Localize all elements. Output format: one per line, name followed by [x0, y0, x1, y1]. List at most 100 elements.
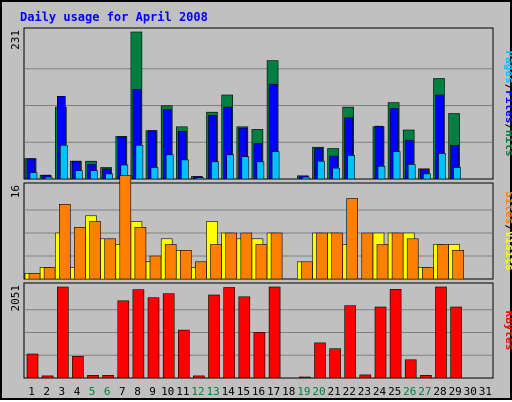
bar-sites-day-24: [376, 244, 389, 280]
bar-kbytes-day-9: [147, 297, 160, 379]
bar-kbytes-day-17: [268, 286, 281, 379]
bar-sites-day-11: [180, 250, 192, 280]
day-label-31: 31: [479, 385, 492, 398]
bar-sites-day-9: [149, 255, 162, 280]
bar-sites-day-20: [316, 232, 328, 280]
bar-kbytes-day-16: [253, 331, 266, 379]
series-legend-middle: Sites/Visits: [503, 191, 512, 271]
day-label-4: 4: [74, 385, 81, 398]
bar-pages-day-28: [438, 153, 446, 180]
bar-kbytes-day-4: [72, 355, 84, 379]
bar-kbytes-day-24: [374, 306, 387, 379]
day-label-7: 7: [119, 385, 126, 398]
bar-kbytes-day-12: [193, 375, 205, 379]
bar-pages-day-6: [105, 173, 113, 180]
bar-pages-day-11: [181, 159, 189, 180]
bar-sites-day-1: [28, 272, 41, 280]
bar-kbytes-day-15: [238, 296, 251, 379]
bar-kbytes-day-11: [178, 329, 190, 379]
bar-kbytes-day-26: [404, 359, 417, 379]
bar-pages-day-10: [165, 154, 174, 180]
panel-visits-sites: 16: [9, 175, 494, 280]
bar-pages-day-3: [59, 145, 68, 180]
bar-sites-day-22: [346, 198, 359, 280]
bar-pages-day-27: [423, 173, 431, 180]
day-label-17: 17: [267, 385, 280, 398]
day-label-28: 28: [433, 385, 446, 398]
day-label-27: 27: [418, 385, 431, 398]
day-label-13: 13: [206, 385, 219, 398]
bar-sites-day-16: [255, 244, 268, 280]
bar-sites-day-6: [104, 238, 116, 280]
series-legend-top: Pages/Files/Hits: [503, 51, 512, 157]
bar-sites-day-27: [422, 267, 434, 280]
bar-pages-day-15: [241, 156, 250, 180]
day-label-29: 29: [449, 385, 462, 398]
axis-max-label: 2051: [9, 285, 22, 312]
day-label-26: 26: [403, 385, 416, 398]
bar-pages-day-8: [135, 145, 144, 180]
bar-kbytes-day-6: [102, 374, 114, 379]
bar-pages-day-19: [301, 176, 310, 180]
legend-separator: /: [503, 123, 512, 130]
day-label-1: 1: [28, 385, 35, 398]
axis-max-label: 16: [9, 185, 22, 198]
bar-pages-day-13: [211, 161, 219, 180]
day-label-15: 15: [237, 385, 250, 398]
bar-kbytes-day-2: [41, 375, 54, 379]
day-label-20: 20: [312, 385, 325, 398]
bar-kbytes-day-5: [87, 374, 99, 379]
day-label-30: 30: [464, 385, 477, 398]
day-label-3: 3: [58, 385, 65, 398]
bar-sites-day-13: [210, 244, 222, 280]
bar-kbytes-day-28: [435, 286, 447, 379]
day-label-16: 16: [252, 385, 265, 398]
day-label-19: 19: [297, 385, 310, 398]
bar-sites-day-26: [406, 238, 419, 280]
legend-kbytes: KBytes: [503, 311, 512, 351]
bar-kbytes-day-20: [314, 342, 326, 379]
bar-sites-day-15: [240, 232, 253, 280]
bar-pages-day-1: [29, 172, 38, 180]
bar-pages-day-22: [347, 155, 356, 180]
legend-pages: Pages: [503, 51, 512, 84]
day-label-14: 14: [222, 385, 236, 398]
bar-sites-day-14: [225, 232, 237, 280]
bar-sites-day-10: [164, 244, 177, 280]
chart-title: Daily usage for April 2008: [20, 10, 208, 24]
day-label-5: 5: [89, 385, 96, 398]
bar-pages-day-12: [196, 177, 204, 180]
panel-hits-files-pages: 231: [9, 27, 494, 180]
legend-separator: /: [503, 224, 512, 231]
day-label-25: 25: [388, 385, 401, 398]
day-label-11: 11: [176, 385, 189, 398]
bar-kbytes-day-10: [162, 293, 175, 379]
bar-sites-day-21: [331, 232, 343, 280]
bar-sites-day-29: [452, 250, 464, 280]
bar-pages-day-5: [90, 170, 98, 180]
bar-pages-day-17: [271, 151, 280, 180]
bar-pages-day-29: [453, 167, 461, 180]
day-label-8: 8: [134, 385, 141, 398]
bar-sites-day-8: [134, 227, 147, 280]
day-label-12: 12: [191, 385, 204, 398]
bar-pages-day-20: [317, 160, 325, 180]
day-label-23: 23: [358, 385, 371, 398]
bar-pages-day-16: [256, 161, 265, 180]
legend-sites: Sites: [503, 191, 512, 224]
bar-kbytes-day-27: [420, 374, 432, 379]
day-label-18: 18: [282, 385, 295, 398]
bar-kbytes-day-25: [389, 288, 402, 379]
bar-sites-day-28: [437, 244, 449, 280]
bar-pages-day-14: [226, 154, 234, 180]
bar-sites-day-2: [43, 267, 56, 280]
day-label-6: 6: [104, 385, 111, 398]
bar-sites-day-12: [195, 261, 207, 280]
legend-separator: /: [503, 84, 512, 91]
bar-kbytes-day-14: [223, 287, 235, 379]
legend-hits: Hits: [503, 130, 512, 157]
bar-pages-day-24: [377, 166, 386, 180]
axis-max-label: 231: [9, 30, 22, 50]
